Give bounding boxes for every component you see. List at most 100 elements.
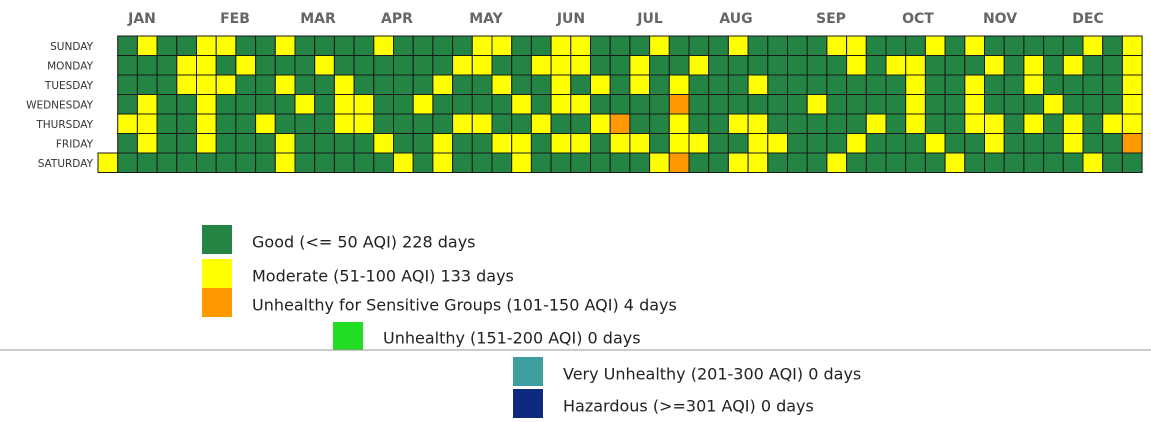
day-cell: [196, 55, 217, 76]
day-cell: [964, 35, 985, 56]
day-cell: [1121, 94, 1143, 115]
day-cell: [314, 133, 335, 154]
day-label: MONDAY: [47, 60, 93, 72]
legend-label: Unhealthy (151-200 AQI) 0 days: [383, 329, 641, 348]
render-glitch: [0, 318, 1151, 322]
day-cell: [767, 152, 788, 173]
day-label: SATURDAY: [38, 158, 94, 170]
day-cell: [747, 35, 769, 56]
day-cell: [550, 113, 572, 134]
day-cell: [629, 35, 651, 56]
day-cell: [924, 113, 946, 134]
day-cell: [1102, 152, 1123, 173]
day-cell: [235, 35, 257, 56]
day-cell: [393, 113, 414, 134]
day-cell: [846, 152, 867, 173]
day-cell: [826, 55, 848, 76]
day-cell: [452, 113, 473, 134]
day-cell: [373, 113, 394, 134]
day-cell: [511, 94, 532, 115]
legend-swatch: [513, 389, 543, 418]
day-cell: [314, 152, 335, 173]
day-cell: [1003, 35, 1025, 56]
day-cell: [924, 152, 946, 173]
day-cell: [1082, 113, 1104, 134]
month-label: MAY: [469, 11, 503, 27]
day-cell: [156, 152, 178, 173]
legend-label: Good (<= 50 AQI) 228 days: [252, 233, 476, 252]
day-cell: [333, 152, 355, 173]
day-cell: [530, 94, 552, 115]
day-cell: [1043, 35, 1064, 56]
day-label: SUNDAY: [50, 41, 93, 53]
day-cell: [609, 94, 631, 115]
day-cell: [984, 152, 1005, 173]
day-cell: [274, 94, 296, 115]
day-cell: [590, 74, 611, 95]
day-cell: [984, 74, 1005, 95]
day-cell: [984, 133, 1005, 154]
day-cell: [1121, 74, 1143, 95]
day-cell: [353, 152, 375, 173]
day-cell: [156, 113, 178, 134]
day-cell: [294, 113, 316, 134]
day-cell: [412, 55, 434, 76]
day-cell: [530, 152, 552, 173]
day-cell: [452, 133, 473, 154]
day-cell: [1102, 55, 1123, 76]
day-cell: [905, 35, 926, 56]
day-cell: [393, 55, 414, 76]
day-cell: [924, 133, 946, 154]
day-cell: [136, 74, 158, 95]
day-cell: [333, 94, 355, 115]
day-cell: [944, 94, 966, 115]
day-cell: [353, 55, 375, 76]
day-cell: [1082, 152, 1104, 173]
day-cell: [1062, 35, 1084, 56]
day-cell: [314, 74, 335, 95]
day-cell: [885, 133, 907, 154]
day-cell: [570, 35, 591, 56]
month-label: NOV: [983, 11, 1017, 27]
day-cell: [432, 113, 454, 134]
day-cell: [274, 35, 296, 56]
day-cell: [708, 113, 729, 134]
day-cell: [905, 94, 926, 115]
day-cell: [688, 152, 710, 173]
day-label: TUESDAY: [44, 80, 94, 92]
day-cell: [215, 55, 237, 76]
day-cell: [964, 152, 985, 173]
month-label: OCT: [902, 11, 934, 27]
day-cell: [885, 35, 907, 56]
day-cell: [255, 74, 276, 95]
day-label: WEDNESDAY: [26, 99, 94, 111]
day-cell: [570, 94, 591, 115]
day-cell: [964, 94, 985, 115]
day-cell: [787, 55, 808, 76]
day-cell: [452, 152, 473, 173]
day-cell: [688, 133, 710, 154]
day-cell: [117, 152, 138, 173]
day-cell: [668, 55, 690, 76]
day-cell: [609, 55, 631, 76]
day-cell: [727, 133, 749, 154]
day-cell: [432, 55, 454, 76]
day-cell: [373, 35, 394, 56]
legend-label: Hazardous (>=301 AQI) 0 days: [563, 397, 814, 416]
day-cell: [865, 133, 887, 154]
day-cell: [668, 133, 690, 154]
day-cell: [570, 74, 591, 95]
day-cell: [491, 94, 513, 115]
day-cell: [412, 152, 434, 173]
day-cell: [668, 35, 690, 56]
day-cell: [1062, 74, 1084, 95]
day-cell: [491, 35, 513, 56]
month-label: JUL: [636, 11, 663, 27]
day-cell: [530, 113, 552, 134]
day-cell: [274, 133, 296, 154]
day-cell: [826, 94, 848, 115]
day-cell: [550, 94, 572, 115]
day-cell: [590, 113, 611, 134]
day-cell: [787, 74, 808, 95]
day-cell: [964, 74, 985, 95]
